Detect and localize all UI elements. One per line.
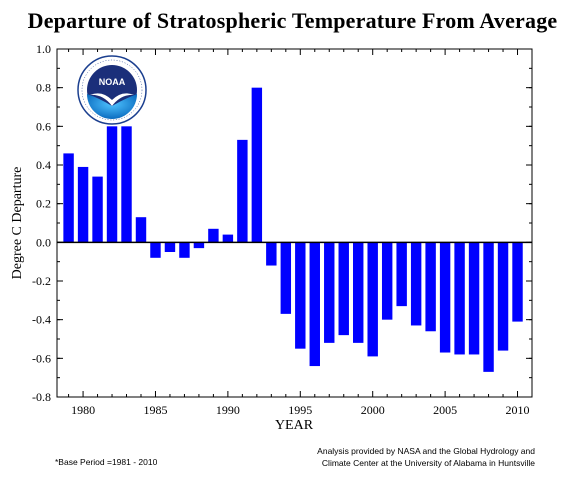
- bar-2004: [425, 242, 436, 332]
- credit-line-2: Climate Center at the University of Alab…: [321, 458, 535, 468]
- bar-2001: [381, 242, 393, 320]
- bar-1996: [309, 242, 320, 367]
- bar-2002: [396, 242, 407, 307]
- bar-1982: [106, 126, 118, 243]
- bar-1979: [63, 153, 74, 243]
- analysis-credit: Analysis provided by NASA and the Global…: [215, 445, 535, 469]
- bar-1981: [92, 176, 103, 243]
- bar-1997: [324, 242, 335, 343]
- bar-2010: [512, 242, 523, 322]
- bar-1985: [150, 242, 161, 258]
- chart-title: Departure of Stratospheric Temperature F…: [27, 8, 558, 33]
- bar-1984: [135, 217, 147, 243]
- bar-1998: [338, 242, 349, 336]
- bar-1990: [222, 234, 234, 243]
- bar-2006: [454, 242, 465, 355]
- x-tick-label: 2000: [361, 403, 385, 417]
- bar-1994: [280, 242, 292, 314]
- bar-1995: [295, 242, 306, 349]
- credit-line-1: Analysis provided by NASA and the Global…: [317, 446, 535, 456]
- bar-1983: [121, 126, 132, 243]
- x-tick-label: 1990: [216, 403, 240, 417]
- x-tick-label: 1995: [288, 403, 312, 417]
- bar-1989: [208, 228, 219, 243]
- bar-2005: [439, 242, 451, 353]
- y-axis: 1.0 0.8 0.6 0.4 0.2 0.0 -0.2 -0.4 -0.6 -0.8: [32, 42, 532, 404]
- bar-2007: [468, 242, 480, 355]
- bar-2009: [497, 242, 509, 351]
- x-tick-label: 2005: [433, 403, 457, 417]
- x-axis-label: YEAR: [275, 418, 314, 433]
- bar-1993: [266, 242, 277, 266]
- x-tick-label: 1985: [143, 403, 167, 417]
- y-tick-label: 0.8: [36, 81, 51, 95]
- y-tick-label: -0.2: [32, 274, 51, 288]
- logo-text: NOAA: [99, 77, 126, 87]
- bar-2008: [483, 242, 494, 372]
- noaa-logo: NOAA: [77, 55, 147, 125]
- bar-1992: [251, 87, 263, 243]
- bars-group: [63, 87, 523, 372]
- bar-1986: [164, 242, 176, 252]
- x-tick-label: 2010: [506, 403, 530, 417]
- bar-1980: [77, 166, 89, 243]
- bar-2000: [367, 242, 378, 357]
- y-tick-label: 0.6: [36, 119, 51, 133]
- bar-1987: [179, 242, 190, 258]
- y-tick-label: -0.4: [32, 313, 51, 327]
- y-tick-label: 0.4: [36, 158, 51, 172]
- y-axis-label: Degree C Departure: [10, 167, 25, 280]
- y-tick-label: 0.2: [36, 197, 51, 211]
- y-tick-label: 0.0: [36, 235, 51, 249]
- x-tick-label: 1980: [71, 403, 95, 417]
- x-axis: 1980 1985 1990 1995 2000 2005 2010: [68, 49, 533, 417]
- y-tick-label: -0.6: [32, 351, 51, 365]
- y-tick-label: 1.0: [36, 42, 51, 56]
- y-tick-label: -0.8: [32, 390, 51, 404]
- bar-1988: [193, 242, 205, 249]
- bar-1991: [237, 139, 248, 243]
- base-period-note: *Base Period =1981 - 2010: [55, 457, 158, 467]
- bar-2003: [410, 242, 422, 326]
- bar-1999: [353, 242, 364, 343]
